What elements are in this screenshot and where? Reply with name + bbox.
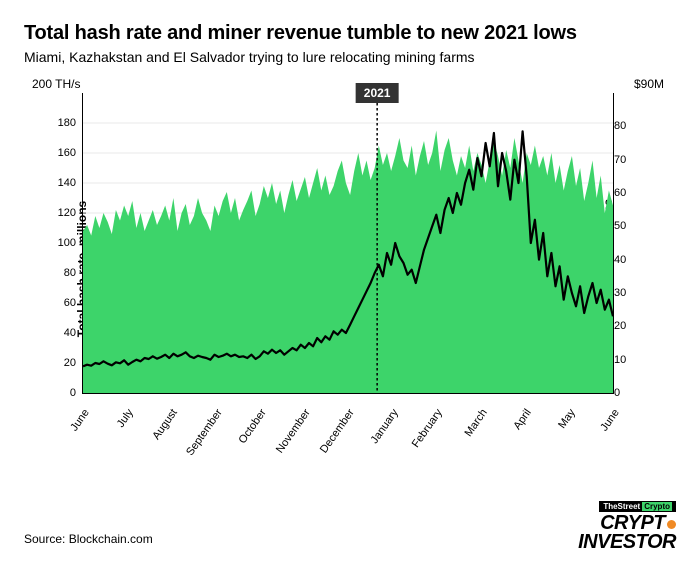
- ytick: 60: [614, 187, 644, 199]
- year-marker-label: 2021: [356, 83, 399, 103]
- source-label: Source: Blockchain.com: [24, 532, 153, 546]
- ytick: 0: [614, 387, 644, 399]
- y2-ticks: 01020304050607080: [614, 93, 644, 393]
- y1-unit-label: 200 TH/s: [32, 77, 80, 91]
- xtick-label: March: [462, 407, 489, 439]
- ytick: 20: [46, 357, 76, 369]
- xtick-label: September: [184, 407, 225, 458]
- ytick: 180: [46, 117, 76, 129]
- ytick: 10: [614, 354, 644, 366]
- brand-top: TheStreetCrypto: [599, 501, 676, 512]
- chart-title: Total hash rate and miner revenue tumble…: [24, 22, 676, 45]
- ytick: 120: [46, 207, 76, 219]
- chart-svg: [83, 93, 613, 393]
- ytick: 140: [46, 177, 76, 189]
- x-axis-labels: JuneJulyAugustSeptemberOctoberNovemberDe…: [82, 399, 612, 459]
- xtick-label: June: [598, 407, 622, 433]
- chart-area: 200 TH/s $90M Total hash rate, millions …: [24, 79, 664, 459]
- brand-top-b: Crypto: [642, 502, 672, 511]
- ytick: 80: [46, 267, 76, 279]
- y2-unit-label: $90M: [634, 77, 664, 91]
- ytick: 40: [614, 254, 644, 266]
- plot-region: 2021: [82, 93, 614, 394]
- xtick-label: July: [115, 407, 136, 430]
- brand-main: CRYPT INVESTOR: [578, 514, 676, 552]
- ytick: 30: [614, 287, 644, 299]
- ytick: 20: [614, 320, 644, 332]
- chart-card: Total hash rate and miner revenue tumble…: [0, 0, 700, 564]
- ytick: 60: [46, 297, 76, 309]
- xtick-label: January: [369, 407, 401, 446]
- ytick: 50: [614, 220, 644, 232]
- xtick-label: December: [318, 407, 357, 455]
- ytick: 40: [46, 327, 76, 339]
- brand-top-a: TheStreet: [603, 502, 640, 511]
- xtick-label: August: [151, 407, 180, 442]
- chart-subtitle: Miami, Kazhakstan and El Salvador trying…: [24, 49, 676, 65]
- xtick-label: November: [274, 407, 313, 455]
- xtick-label: June: [68, 407, 92, 433]
- branding-logo: TheStreetCrypto CRYPT INVESTOR: [578, 496, 676, 552]
- xtick-label: February: [410, 407, 445, 450]
- ytick: 0: [46, 387, 76, 399]
- ytick: 80: [614, 120, 644, 132]
- y1-ticks: 020406080100120140160180: [46, 93, 76, 393]
- ytick: 160: [46, 147, 76, 159]
- brand-dot-icon: [667, 520, 676, 529]
- xtick-label: October: [236, 407, 268, 446]
- ytick: 70: [614, 154, 644, 166]
- xtick-label: April: [511, 407, 533, 432]
- ytick: 100: [46, 237, 76, 249]
- xtick-label: May: [556, 407, 578, 431]
- hash-rate-area: [83, 131, 613, 394]
- brand-investor: INVESTOR: [578, 531, 676, 553]
